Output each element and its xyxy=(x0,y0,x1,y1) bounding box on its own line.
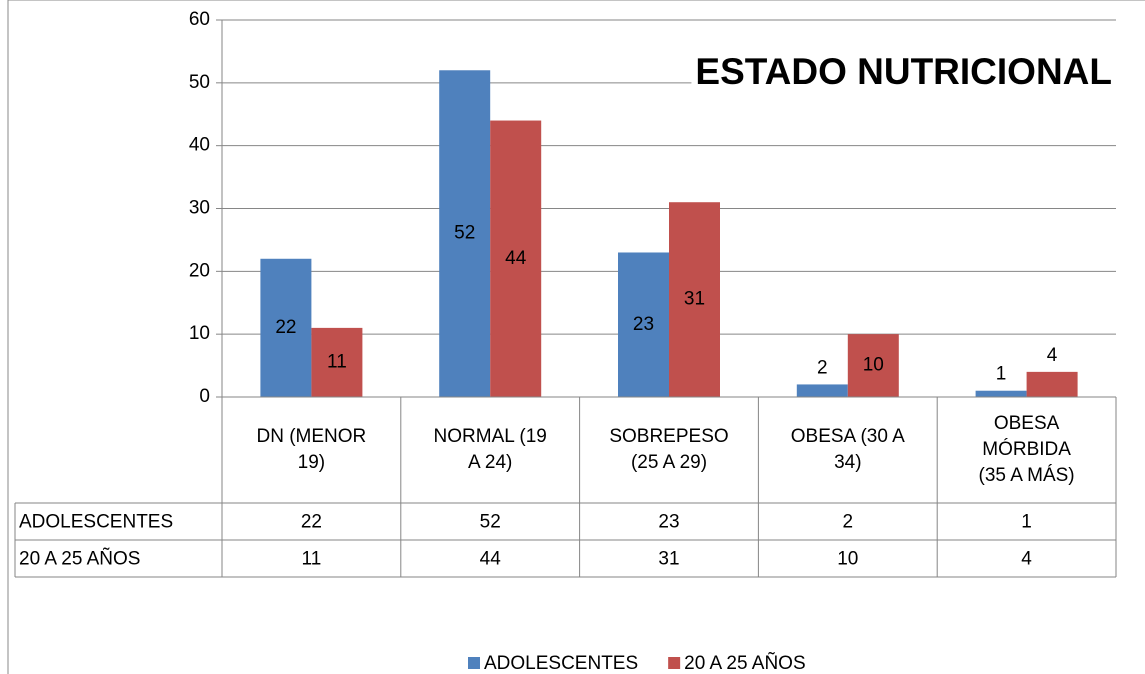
legend-swatch xyxy=(668,657,681,669)
data-label: 2 xyxy=(817,357,828,378)
bar xyxy=(847,334,899,397)
table-cell: 31 xyxy=(658,549,679,570)
table-cell: 23 xyxy=(658,512,679,533)
table-cell: 1 xyxy=(1021,512,1032,533)
table-row-label: 20 A 25 AÑOS xyxy=(19,548,140,570)
y-tick-label: 40 xyxy=(189,135,210,156)
chart-frame xyxy=(7,0,1145,674)
data-label: 52 xyxy=(454,223,475,244)
table-cell: 44 xyxy=(480,549,502,570)
x-tick-label: SOBREPESO (25 A 29) xyxy=(609,426,729,473)
category-cell: OBESA MÓRBIDA (35 A MÁS) xyxy=(978,413,1075,486)
data-label: 4 xyxy=(1047,345,1058,366)
category-cell: OBESA (30 A 34) xyxy=(790,426,905,473)
y-tick-label: 10 xyxy=(189,323,210,344)
y-tick-label: 0 xyxy=(199,386,210,407)
data-label: 10 xyxy=(863,355,884,376)
x-tick-label: DN (MENOR 19) xyxy=(256,426,367,473)
bar xyxy=(311,327,363,397)
data-label: 44 xyxy=(505,248,527,269)
legend-swatch xyxy=(468,657,480,669)
bar xyxy=(439,70,491,398)
table-cell: 52 xyxy=(480,512,501,533)
data-label: 22 xyxy=(275,317,296,338)
x-tick-label: OBESA MÓRBIDA (35 A MÁS) xyxy=(978,413,1075,486)
legend-label: ADOLESCENTES xyxy=(484,653,638,674)
x-tick-label: NORMAL (19 A 24) xyxy=(433,426,547,473)
x-tick-label: OBESA (30 A 34) xyxy=(790,426,905,473)
bar xyxy=(796,384,848,397)
legend-label: 20 A 25 AÑOS xyxy=(684,652,805,674)
category-cell: NORMAL (19 A 24) xyxy=(433,426,547,473)
bar xyxy=(490,120,542,398)
table-cell: 4 xyxy=(1021,549,1032,570)
title-background xyxy=(691,50,1116,92)
chart-title: ESTADO NUTRICIONAL xyxy=(695,51,1112,92)
bar xyxy=(618,252,669,397)
table-cell: 2 xyxy=(843,512,854,533)
y-tick-label: 20 xyxy=(189,260,210,281)
bar xyxy=(260,258,312,397)
y-tick-label: 60 xyxy=(189,9,210,30)
category-cell: DN (MENOR 19) xyxy=(256,426,367,473)
data-label: 11 xyxy=(327,351,347,372)
table-row-label: ADOLESCENTES xyxy=(19,512,173,533)
table-cell: 11 xyxy=(302,549,322,570)
y-tick-label: 50 xyxy=(189,72,210,93)
table-cell: 22 xyxy=(301,512,322,533)
data-label: 31 xyxy=(684,289,705,310)
bar xyxy=(975,390,1027,397)
category-cell: SOBREPESO (25 A 29) xyxy=(609,426,729,473)
bar xyxy=(1026,371,1078,397)
data-label: 1 xyxy=(996,364,1007,385)
table-cell: 10 xyxy=(837,549,858,570)
y-tick-label: 30 xyxy=(189,198,210,219)
data-label: 23 xyxy=(633,314,654,335)
bar xyxy=(669,202,720,397)
